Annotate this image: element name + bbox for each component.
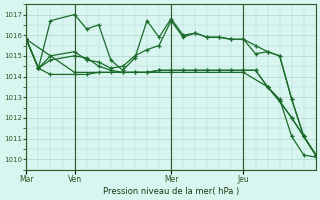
- X-axis label: Pression niveau de la mer( hPa ): Pression niveau de la mer( hPa ): [103, 187, 239, 196]
